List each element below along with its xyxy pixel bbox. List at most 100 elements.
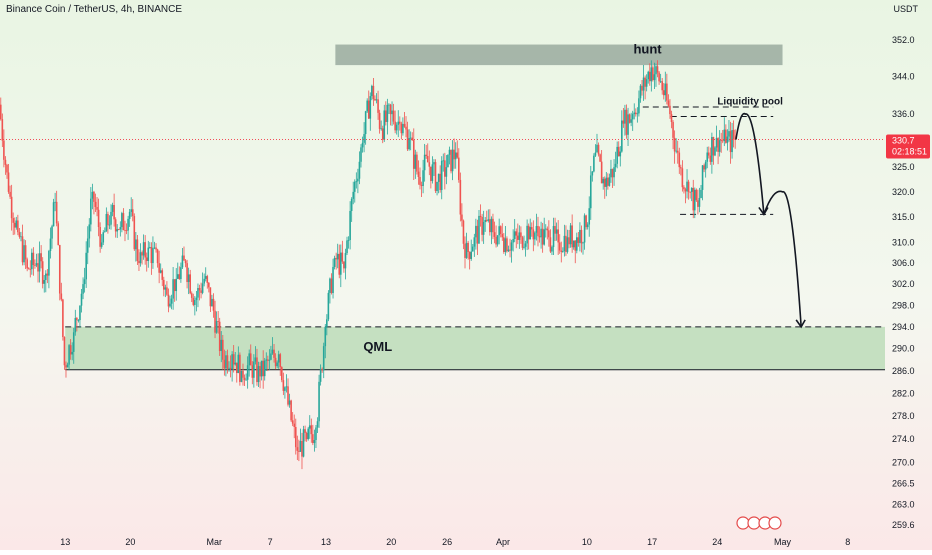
candle-body xyxy=(187,274,190,282)
candle-body xyxy=(324,326,327,347)
candle-body xyxy=(596,144,598,153)
candle-body xyxy=(586,224,589,228)
x-axis[interactable]: 13 20 Mar 7 13 20 26 Apr 10 17 24 May 8 xyxy=(60,537,850,547)
candle-body xyxy=(687,181,690,192)
candle-body xyxy=(181,255,184,268)
x-tick-label: 20 xyxy=(386,537,396,547)
candle-body xyxy=(197,287,199,298)
candle-body xyxy=(431,164,434,182)
candle-body xyxy=(453,149,455,160)
candle-body xyxy=(256,357,258,383)
candle-body xyxy=(257,366,260,383)
candle-body xyxy=(503,237,505,253)
candle-body xyxy=(119,227,122,230)
y-tick-label: 306.0 xyxy=(892,258,915,268)
candle-body xyxy=(121,213,123,228)
candle-body xyxy=(1,119,4,141)
candle-body xyxy=(495,236,497,245)
candle-body xyxy=(71,351,73,355)
candle-body xyxy=(378,112,381,129)
candle-body xyxy=(131,209,134,217)
candle-body xyxy=(605,177,608,187)
y-tick-label: 270.0 xyxy=(892,458,915,468)
candle-body xyxy=(717,138,719,152)
candle-body xyxy=(695,189,698,201)
candle-body xyxy=(153,247,156,249)
candle-body xyxy=(666,83,668,101)
candle-body xyxy=(145,257,148,261)
annotation-layer: Liquidity pool hunt QML xyxy=(363,42,783,354)
candle-body xyxy=(246,365,249,380)
candle-body xyxy=(198,287,201,291)
candle-body xyxy=(426,155,429,163)
candle-body xyxy=(653,74,656,81)
x-tick-label: 26 xyxy=(442,537,452,547)
candle-body xyxy=(253,361,255,378)
candle-body xyxy=(388,104,390,106)
candle-body xyxy=(144,242,146,258)
candle-body xyxy=(128,211,131,219)
candle-body xyxy=(535,226,538,233)
candle-body xyxy=(391,110,393,115)
candle-body xyxy=(211,298,213,307)
candle-body xyxy=(170,298,173,304)
candle-body xyxy=(69,345,72,355)
candle-body xyxy=(164,287,167,290)
candle-body xyxy=(706,152,709,162)
candle-body xyxy=(420,184,423,186)
candle-body xyxy=(436,181,438,191)
candle-body xyxy=(405,126,407,130)
y-axis[interactable]: 352.0344.0336.0330.0325.0320.0315.0310.0… xyxy=(892,35,915,530)
candle-body xyxy=(479,215,482,217)
candle-body xyxy=(678,152,681,168)
candle-body xyxy=(218,321,221,352)
candle-body xyxy=(279,354,282,368)
annotation-hunt: hunt xyxy=(633,42,662,57)
y-tick-label: 263.0 xyxy=(892,499,915,509)
candle-body xyxy=(308,425,311,429)
candle-body xyxy=(588,208,591,225)
candle-body xyxy=(304,429,306,433)
chart-title: Binance Coin / TetherUS, 4h, BINANCE xyxy=(6,4,183,15)
candle-body xyxy=(305,432,308,440)
candle-body xyxy=(288,400,291,405)
candle-body xyxy=(493,232,496,237)
candle-body xyxy=(350,198,353,211)
candle-body xyxy=(562,251,564,252)
candle-body xyxy=(189,274,191,294)
candle-body xyxy=(104,231,106,233)
candle-body xyxy=(468,252,471,259)
candle-body xyxy=(76,317,78,321)
candle-body xyxy=(231,354,233,370)
candle-body xyxy=(616,146,618,164)
candle-body xyxy=(485,220,488,221)
candle-body xyxy=(681,168,684,188)
candle-body xyxy=(619,151,622,157)
candle-body xyxy=(293,423,296,428)
candle-body xyxy=(490,218,493,233)
candle-body xyxy=(689,191,691,193)
candle-body xyxy=(86,238,89,253)
candle-body xyxy=(133,216,136,250)
candle-body xyxy=(703,165,705,170)
candle-body xyxy=(720,140,722,141)
candle-body xyxy=(190,293,193,298)
candle-body xyxy=(658,72,660,82)
candle-body xyxy=(425,154,427,156)
candle-body xyxy=(456,152,459,158)
candle-body xyxy=(217,321,219,322)
candle-body xyxy=(549,237,552,252)
candle-body xyxy=(192,297,195,305)
candle-body xyxy=(521,237,524,248)
candle-body xyxy=(675,150,677,152)
candle-body xyxy=(512,239,514,243)
candle-body xyxy=(409,137,412,139)
candle-body xyxy=(411,137,414,141)
candle-body xyxy=(526,225,528,244)
candle-body xyxy=(214,310,216,333)
candle-body xyxy=(461,214,463,221)
candle-body xyxy=(228,367,230,369)
candle-body xyxy=(613,167,615,178)
